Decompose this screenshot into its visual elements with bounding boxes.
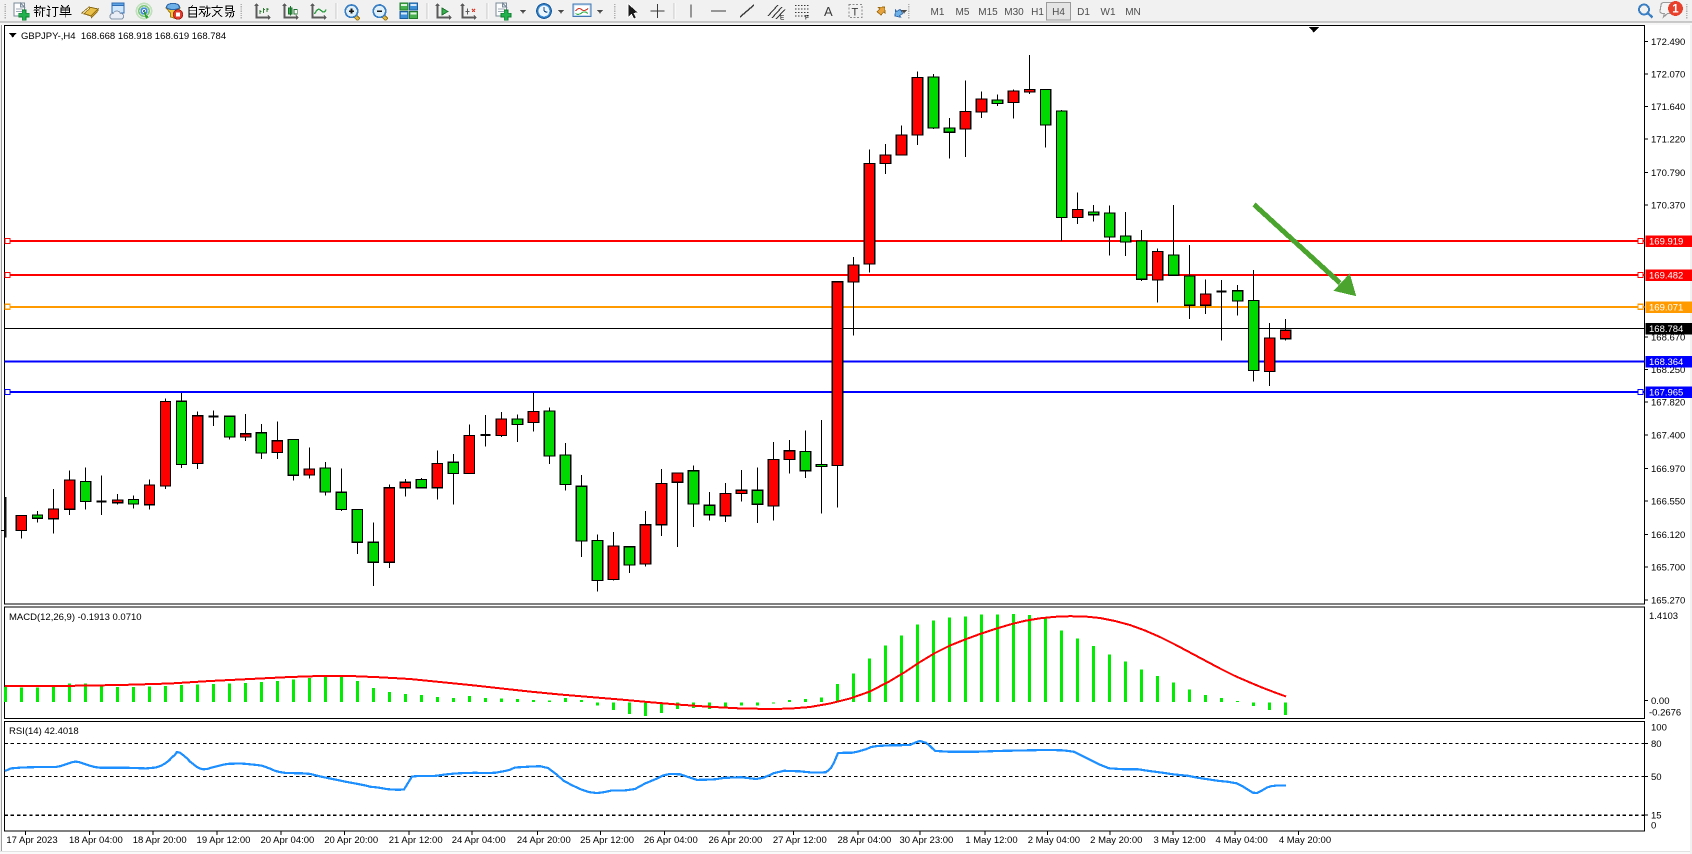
svg-text:4 May 20:00: 4 May 20:00 bbox=[1279, 835, 1331, 846]
svg-text:26 Apr 04:00: 26 Apr 04:00 bbox=[644, 835, 698, 846]
svg-text:2 May 20:00: 2 May 20:00 bbox=[1090, 835, 1142, 846]
svg-text:1 May 12:00: 1 May 12:00 bbox=[965, 835, 1017, 846]
svg-text:D1: D1 bbox=[1077, 7, 1090, 18]
svg-text:0: 0 bbox=[1651, 821, 1656, 832]
svg-text:W1: W1 bbox=[1101, 7, 1116, 18]
svg-text:166.120: 166.120 bbox=[1651, 530, 1685, 541]
svg-text:M15: M15 bbox=[978, 7, 998, 18]
svg-text:166.970: 166.970 bbox=[1651, 464, 1685, 475]
svg-text:F: F bbox=[805, 15, 809, 22]
svg-text:172.070: 172.070 bbox=[1651, 69, 1685, 80]
svg-text:20 Apr 20:00: 20 Apr 20:00 bbox=[324, 835, 378, 846]
svg-text:19 Apr 12:00: 19 Apr 12:00 bbox=[197, 835, 251, 846]
svg-text:RSI(14) 42.4018: RSI(14) 42.4018 bbox=[9, 726, 79, 737]
svg-text:25 Apr 12:00: 25 Apr 12:00 bbox=[580, 835, 634, 846]
svg-text:26 Apr 20:00: 26 Apr 20:00 bbox=[708, 835, 762, 846]
svg-text:A: A bbox=[824, 4, 833, 19]
svg-text:50: 50 bbox=[1651, 772, 1662, 783]
svg-text:18 Apr 04:00: 18 Apr 04:00 bbox=[69, 835, 123, 846]
svg-text:169.482: 169.482 bbox=[1649, 271, 1683, 282]
svg-text:-0.2676: -0.2676 bbox=[1649, 708, 1681, 719]
svg-text:0.00: 0.00 bbox=[1651, 696, 1670, 707]
svg-text:GBPJPY-,H4 168.668 168.918 16: GBPJPY-,H4 168.668 168.918 168.619 168.7… bbox=[21, 31, 226, 42]
svg-text:28 Apr 04:00: 28 Apr 04:00 bbox=[837, 835, 891, 846]
svg-text:M5: M5 bbox=[956, 7, 970, 18]
svg-text:21 Apr 12:00: 21 Apr 12:00 bbox=[389, 835, 443, 846]
svg-text:17 Apr 2023: 17 Apr 2023 bbox=[6, 835, 57, 846]
svg-text:H4: H4 bbox=[1052, 7, 1065, 18]
svg-text:171.220: 171.220 bbox=[1651, 135, 1685, 146]
svg-text:24 Apr 20:00: 24 Apr 20:00 bbox=[517, 835, 571, 846]
svg-text:30 Apr 23:00: 30 Apr 23:00 bbox=[899, 835, 953, 846]
svg-text:20 Apr 04:00: 20 Apr 04:00 bbox=[260, 835, 314, 846]
svg-text:165.700: 165.700 bbox=[1651, 563, 1685, 574]
svg-text:1.4103: 1.4103 bbox=[1649, 611, 1678, 622]
svg-text:4 May 04:00: 4 May 04:00 bbox=[1216, 835, 1268, 846]
svg-text:169.071: 169.071 bbox=[1649, 302, 1683, 313]
svg-text:27 Apr 12:00: 27 Apr 12:00 bbox=[773, 835, 827, 846]
svg-text:2 May 04:00: 2 May 04:00 bbox=[1028, 835, 1080, 846]
svg-text:166.550: 166.550 bbox=[1651, 497, 1685, 508]
svg-text:168.670: 168.670 bbox=[1651, 332, 1685, 343]
svg-text:M30: M30 bbox=[1004, 7, 1024, 18]
svg-text:171.640: 171.640 bbox=[1651, 102, 1685, 113]
svg-text:168.250: 168.250 bbox=[1651, 365, 1685, 376]
svg-text:15: 15 bbox=[1651, 811, 1662, 822]
svg-text:170.790: 170.790 bbox=[1651, 168, 1685, 179]
svg-text:167.965: 167.965 bbox=[1649, 388, 1683, 399]
svg-text:18 Apr 20:00: 18 Apr 20:00 bbox=[133, 835, 187, 846]
svg-text:24 Apr 04:00: 24 Apr 04:00 bbox=[452, 835, 506, 846]
svg-text:167.400: 167.400 bbox=[1651, 431, 1685, 442]
svg-text:167.820: 167.820 bbox=[1651, 398, 1685, 409]
svg-text:172.490: 172.490 bbox=[1651, 37, 1685, 48]
svg-text:168.784: 168.784 bbox=[1649, 324, 1683, 335]
svg-text:MACD(12,26,9) -0.1913 0.0710: MACD(12,26,9) -0.1913 0.0710 bbox=[9, 612, 142, 623]
svg-text:T: T bbox=[852, 7, 859, 19]
svg-text:E: E bbox=[780, 15, 785, 22]
svg-text:170.370: 170.370 bbox=[1651, 200, 1685, 211]
svg-text:MN: MN bbox=[1125, 7, 1141, 18]
svg-text:M1: M1 bbox=[931, 7, 945, 18]
svg-text:100: 100 bbox=[1651, 723, 1667, 734]
svg-text:1: 1 bbox=[1672, 4, 1679, 16]
svg-text:165.270: 165.270 bbox=[1651, 595, 1685, 606]
svg-text:H1: H1 bbox=[1031, 7, 1044, 18]
svg-text:168.364: 168.364 bbox=[1649, 357, 1683, 368]
svg-text:80: 80 bbox=[1651, 739, 1662, 750]
svg-text:169.919: 169.919 bbox=[1649, 237, 1683, 248]
svg-text:3 May 12:00: 3 May 12:00 bbox=[1153, 835, 1205, 846]
